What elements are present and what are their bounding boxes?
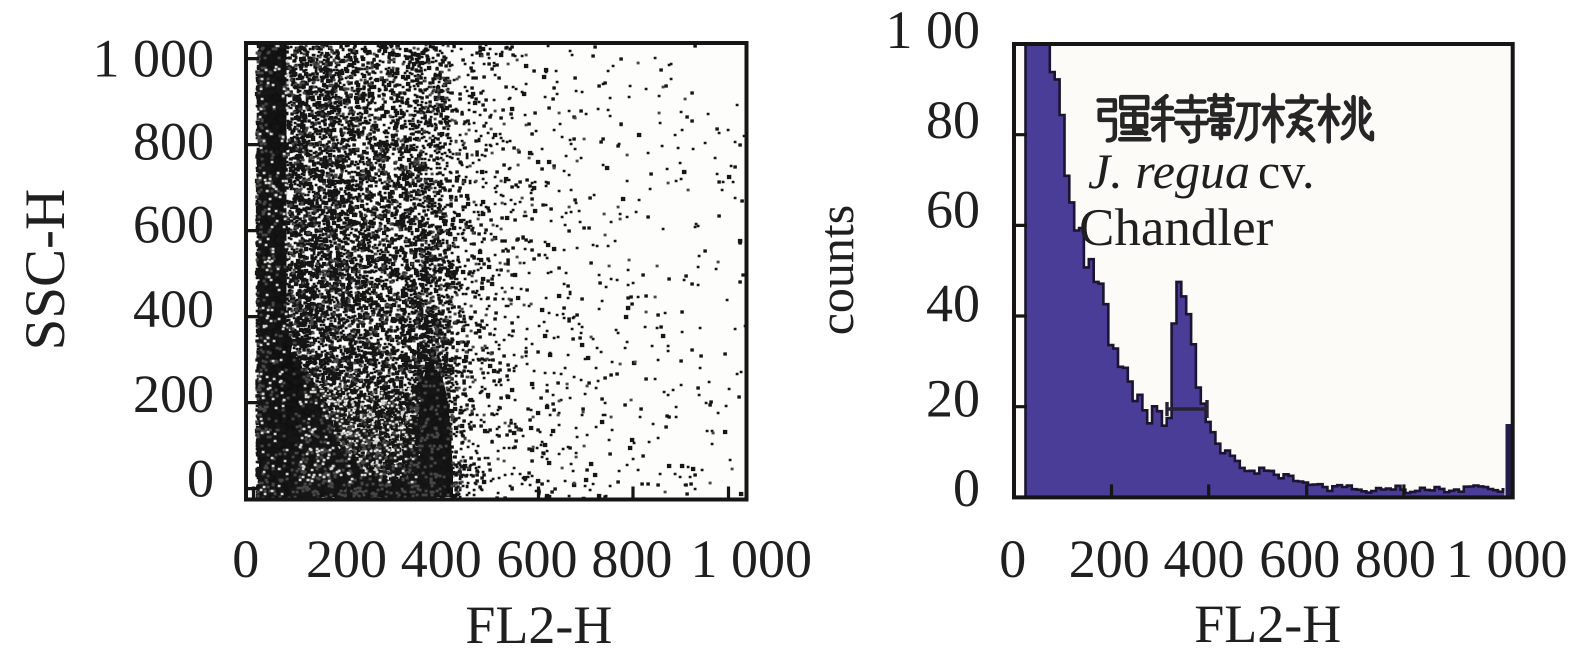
svg-text:FL2-H: FL2-H [465, 595, 612, 655]
svg-text:400: 400 [133, 279, 214, 339]
svg-text:800: 800 [591, 529, 672, 589]
svg-text:1 00: 1 00 [886, 0, 981, 60]
svg-text:J. regua: J. regua [1088, 143, 1250, 199]
svg-text:1 000: 1 000 [1446, 529, 1568, 589]
svg-text:0: 0 [999, 529, 1026, 589]
svg-text:FL2-H: FL2-H [1194, 594, 1341, 654]
svg-text:0: 0 [953, 458, 980, 518]
svg-text:counts: counts [808, 205, 864, 336]
svg-text:200: 200 [306, 529, 387, 589]
svg-text:40: 40 [926, 274, 980, 334]
svg-text:0: 0 [187, 449, 214, 509]
svg-text:SSC-H: SSC-H [14, 189, 77, 351]
svg-text:1 000: 1 000 [93, 29, 215, 89]
svg-text:800: 800 [1355, 529, 1436, 589]
svg-text:600: 600 [497, 529, 578, 589]
svg-text:0: 0 [232, 529, 259, 589]
svg-text:600: 600 [133, 195, 214, 255]
svg-text:cv.: cv. [1258, 143, 1314, 199]
svg-text:80: 80 [926, 90, 980, 150]
svg-text:800: 800 [133, 112, 214, 172]
svg-text:200: 200 [133, 364, 214, 424]
svg-text:60: 60 [926, 180, 980, 240]
svg-text:400: 400 [401, 529, 482, 589]
svg-text:1 000: 1 000 [690, 529, 812, 589]
svg-text:200: 200 [1069, 529, 1150, 589]
svg-text:Chandler: Chandler [1079, 199, 1274, 257]
svg-text:400: 400 [1164, 529, 1245, 589]
svg-text:20: 20 [926, 369, 980, 429]
svg-text:600: 600 [1259, 529, 1340, 589]
